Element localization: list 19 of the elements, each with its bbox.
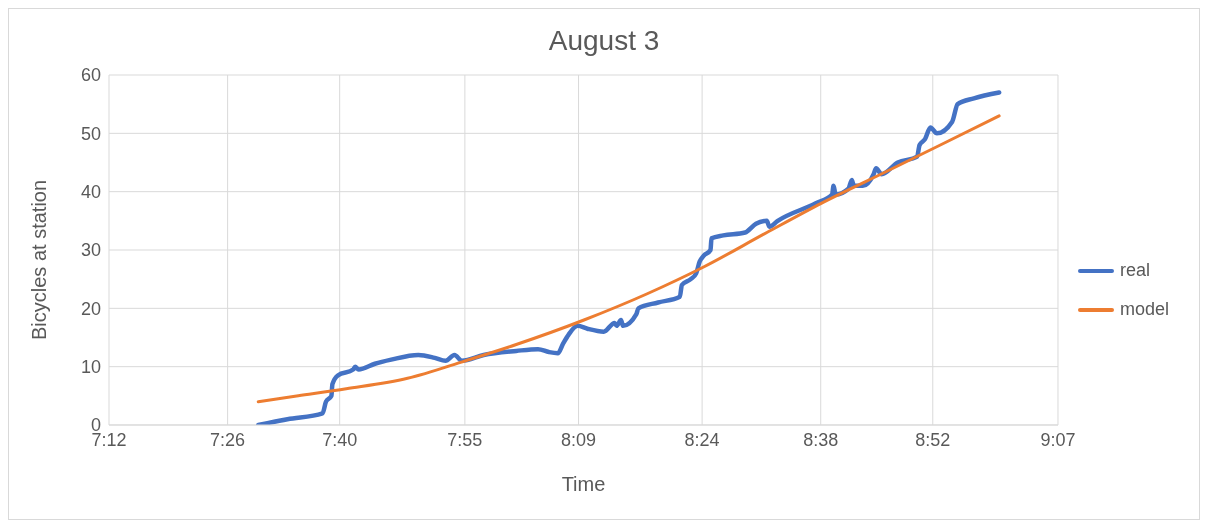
legend-label: real — [1119, 260, 1150, 281]
x-tick-label: 8:38 — [803, 429, 839, 450]
y-tick-label: 50 — [80, 123, 101, 144]
x-tick-label: 9:07 — [1040, 429, 1076, 450]
y-tick-label: 10 — [80, 357, 101, 378]
x-tick-label: 8:24 — [684, 429, 720, 450]
x-tick-label: 8:52 — [915, 429, 951, 450]
y-tick-label: 20 — [80, 298, 101, 319]
x-tick-label: 8:09 — [561, 429, 597, 450]
y-tick-label: 40 — [80, 182, 101, 203]
y-axis-title: Bicycles at station — [28, 179, 51, 340]
x-tick-label: 7:26 — [210, 429, 246, 450]
chart-title: August 3 — [547, 24, 661, 58]
y-tick-label: 30 — [80, 240, 101, 261]
x-tick-label: 7:40 — [322, 429, 358, 450]
x-axis-title: Time — [561, 473, 606, 495]
legend-label: model — [1119, 299, 1169, 320]
y-tick-label: 60 — [80, 65, 101, 86]
x-tick-label: 7:55 — [447, 429, 483, 450]
